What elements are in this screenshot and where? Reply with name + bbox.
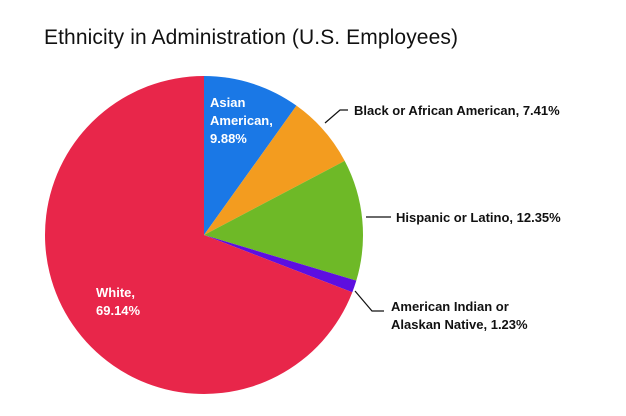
slice-label: 69.14% — [96, 303, 141, 318]
slice-label: Alaskan Native, 1.23% — [391, 317, 528, 332]
pie-slice-american-indian-or-alaskan-native — [204, 235, 357, 293]
slice-label: American Indian or — [391, 299, 509, 314]
slice-label: Black or African American, 7.41% — [354, 103, 560, 118]
leader-line — [354, 290, 384, 312]
pie-slice-black-or-african-american — [204, 105, 345, 235]
slice-label: Asian — [210, 95, 245, 110]
chart-title: Ethnicity in Administration (U.S. Employ… — [44, 26, 459, 49]
pie-slice-hispanic-or-latino — [204, 160, 363, 281]
pie-slice-white — [44, 76, 353, 395]
leader-line — [324, 109, 348, 124]
slice-label: Hispanic or Latino, 12.35% — [396, 210, 561, 225]
pie-slice-asian-american — [204, 76, 297, 235]
slice-label: White, — [96, 285, 135, 300]
slice-label: 9.88% — [210, 131, 247, 146]
slice-label: American, — [210, 113, 273, 128]
